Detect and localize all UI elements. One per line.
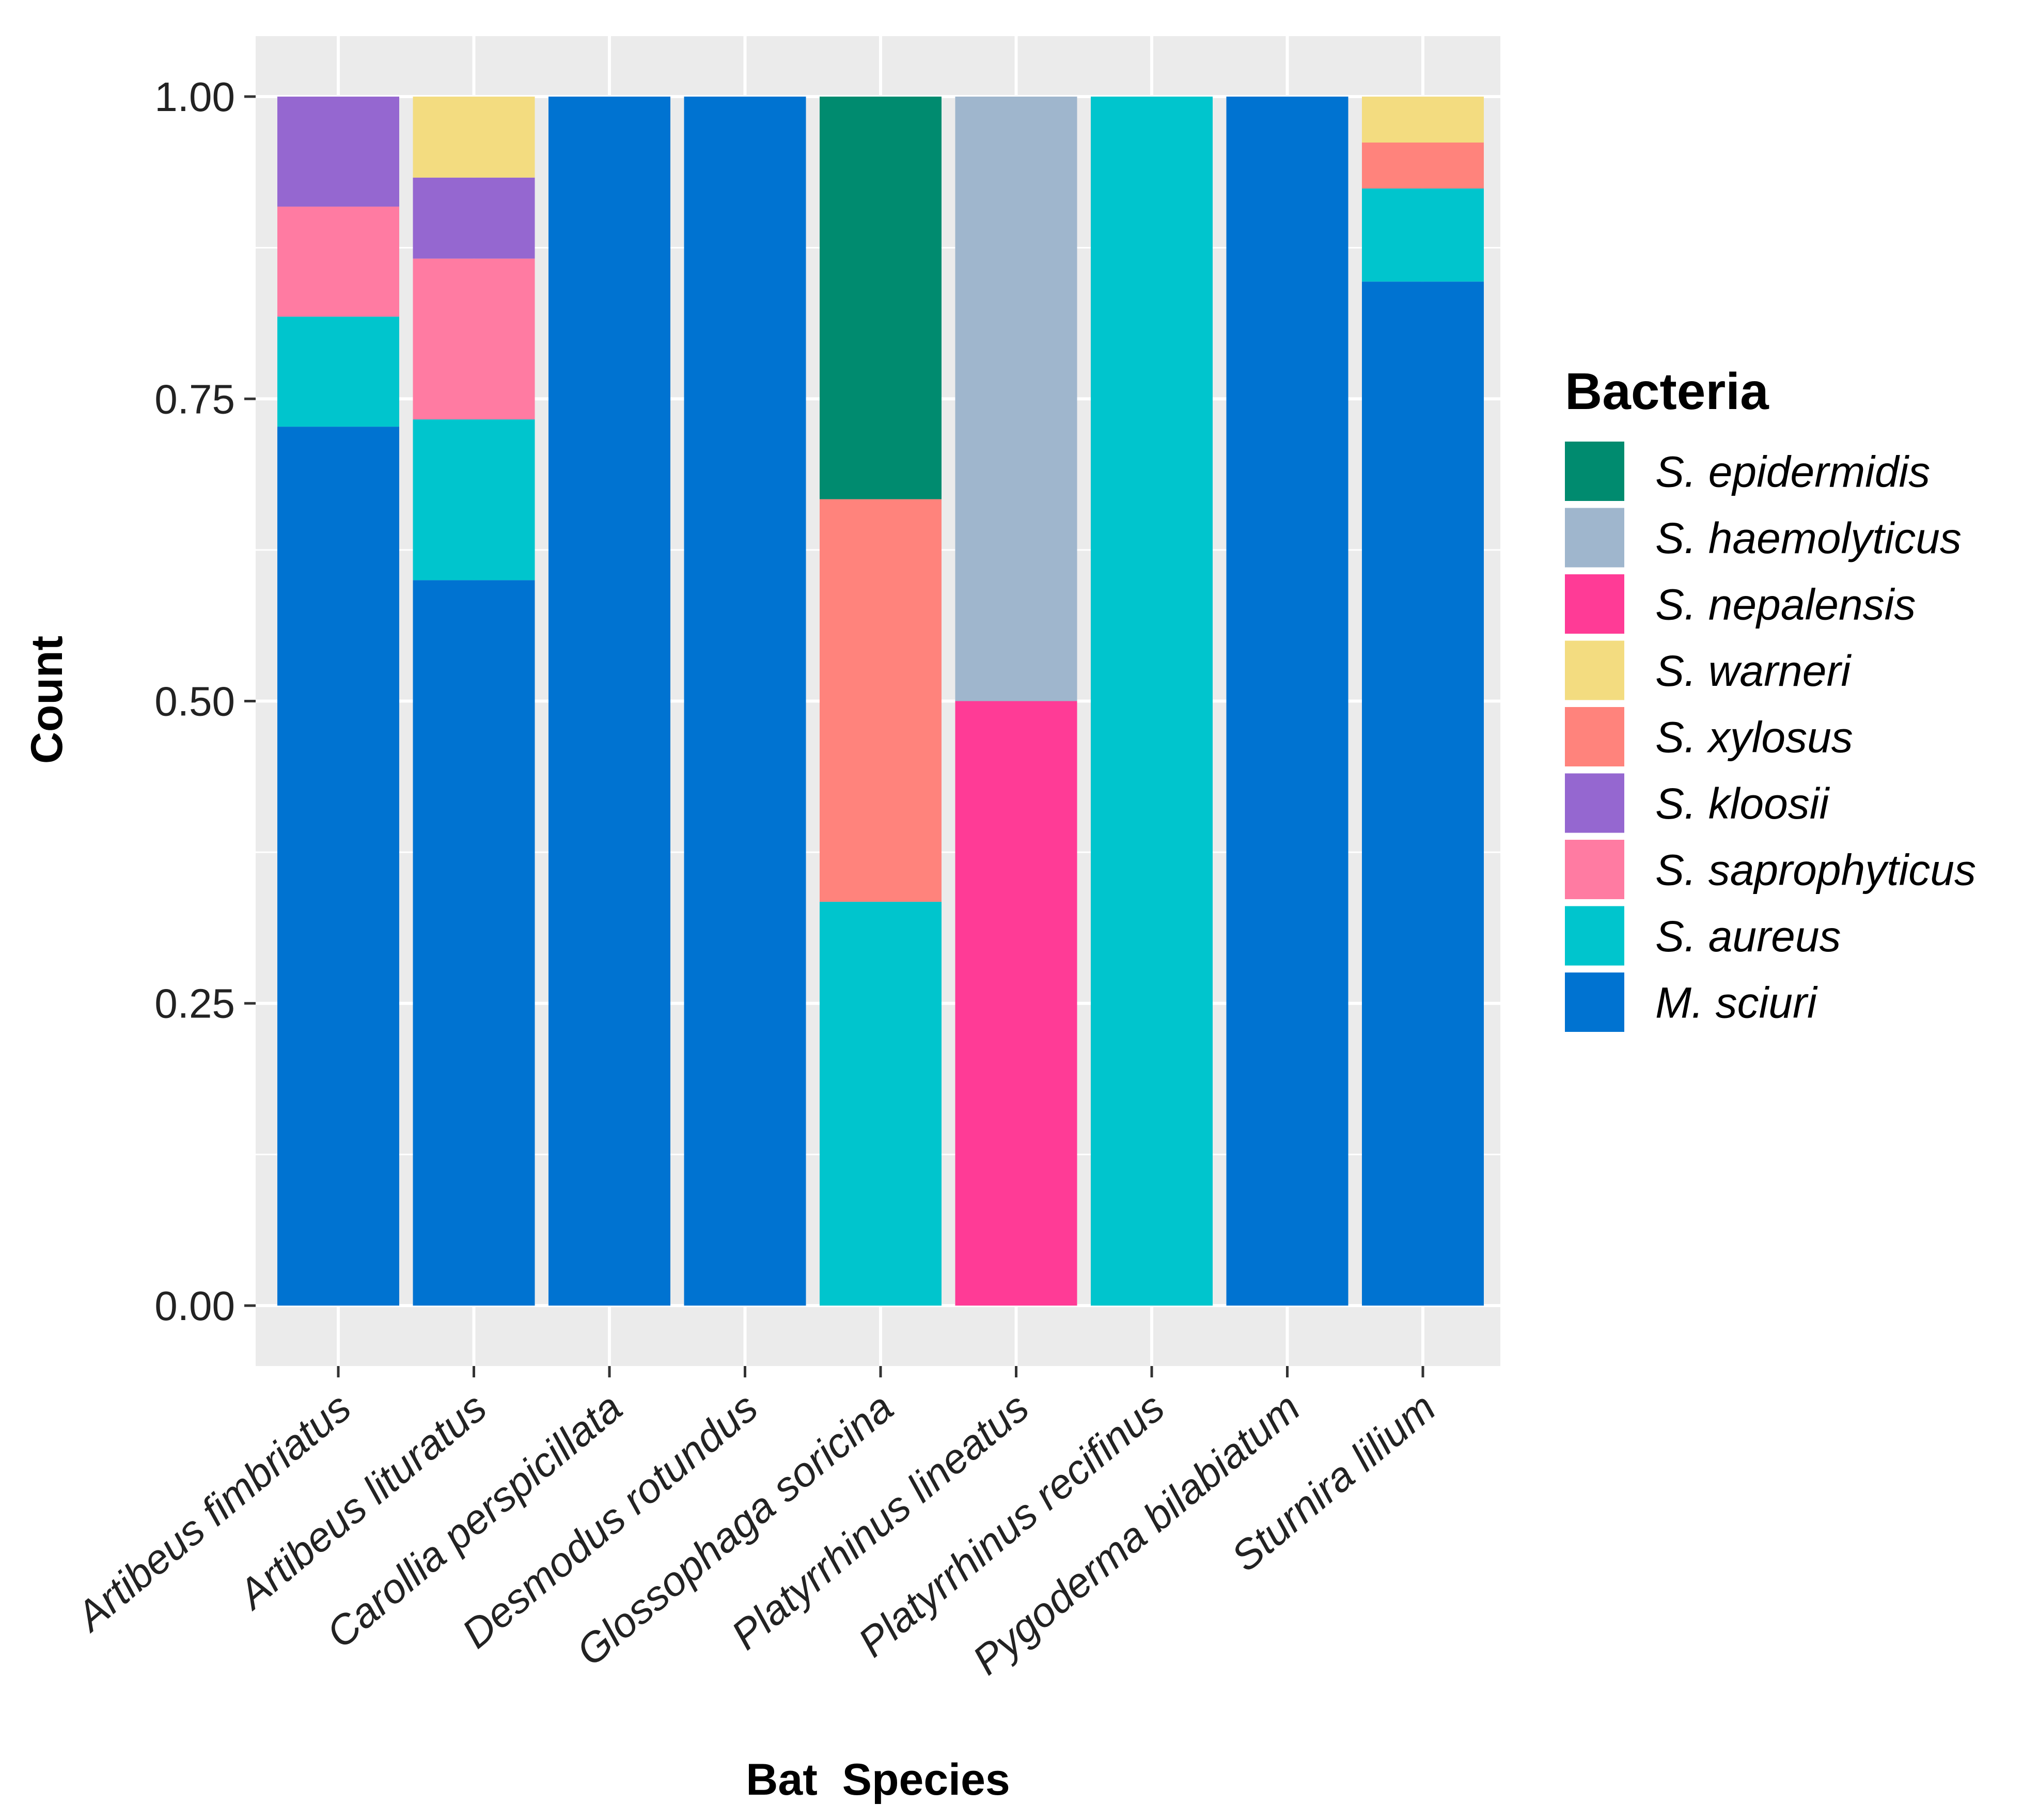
legend-label: M. sciuri	[1655, 979, 1818, 1027]
bar-segment-s-kloosii	[413, 177, 535, 259]
bar-segment-m-sciuri	[413, 580, 535, 1306]
legend-label: S. epidermidis	[1655, 448, 1930, 496]
bar-segment-s-epidermidis	[820, 97, 942, 499]
bar-segment-s-aureus	[1091, 97, 1213, 1306]
bar-segment-s-xylosus	[820, 499, 942, 902]
bar-segment-s-aureus	[277, 317, 399, 427]
legend-key	[1565, 640, 1624, 700]
bar-segment-s-aureus	[1362, 188, 1484, 282]
legend-key	[1565, 707, 1624, 766]
legend: Bacteria S. epidermidis S. haemolyticus S.…	[1565, 363, 1976, 1032]
legend-title: Bacteria	[1565, 363, 1769, 420]
bar-segment-s-warneri	[413, 97, 535, 178]
legend-label: S. warneri	[1655, 647, 1852, 695]
legend-label: S. nepalensis	[1655, 580, 1916, 629]
bar-stacks	[277, 97, 1484, 1306]
y-axis: 0.00 0.25 0.50 0.75 1.00	[154, 74, 256, 1329]
x-axis-title: Bat Species	[746, 1755, 1010, 1805]
legend-key	[1565, 972, 1624, 1032]
legend-key	[1565, 773, 1624, 833]
bar-segment-m-sciuri	[1226, 97, 1348, 1306]
bar-segment-m-sciuri	[548, 97, 670, 1306]
bar-segment-m-sciuri	[684, 97, 806, 1306]
y-tick-label: 0.75	[154, 376, 235, 422]
bar-segment-s-aureus	[413, 419, 535, 580]
bar-segment-s-xylosus	[1362, 143, 1484, 189]
x-tick-label: Artibeus lituratus	[228, 1384, 495, 1619]
legend-key	[1565, 508, 1624, 568]
bar-segment-s-warneri	[1362, 97, 1484, 143]
bar-segment-m-sciuri	[1362, 281, 1484, 1306]
y-tick-label: 0.00	[154, 1283, 235, 1329]
bar-segment-s-aureus	[820, 902, 942, 1306]
bar-segment-s-saprophyticus	[413, 258, 535, 420]
y-tick-label: 0.25	[154, 981, 235, 1027]
legend-label: S. saprophyticus	[1655, 846, 1976, 895]
y-tick-label: 1.00	[154, 74, 235, 120]
bar-segment-m-sciuri	[277, 427, 399, 1306]
legend-label: S. haemolyticus	[1655, 514, 1962, 562]
legend-label: S. kloosii	[1655, 779, 1830, 828]
legend-label: S. xylosus	[1655, 713, 1853, 762]
legend-key	[1565, 906, 1624, 966]
y-tick-label: 0.50	[154, 679, 235, 725]
y-axis-title: Count	[22, 636, 72, 764]
bar-segment-s-saprophyticus	[277, 207, 399, 317]
legend-key	[1565, 574, 1624, 634]
legend-key	[1565, 442, 1624, 501]
bar-segment-s-kloosii	[277, 97, 399, 207]
legend-label: S. aureus	[1655, 912, 1841, 961]
bar-segment-s-nepalensis	[955, 701, 1077, 1306]
legend-key	[1565, 840, 1624, 899]
bar-segment-s-haemolyticus	[955, 97, 1077, 701]
